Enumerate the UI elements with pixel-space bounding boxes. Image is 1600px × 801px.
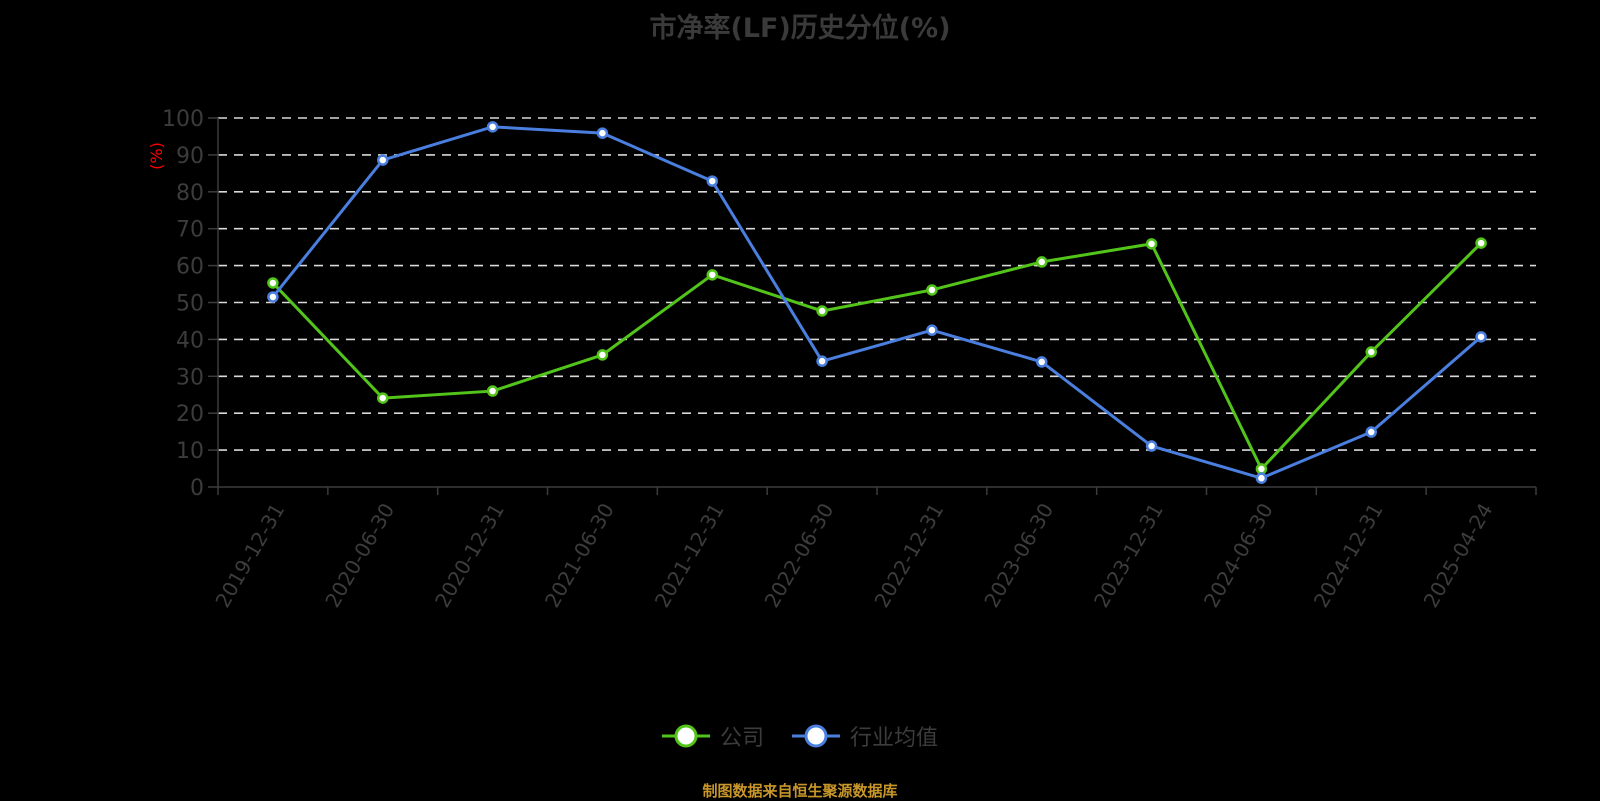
y-tick-label: 60 <box>176 255 204 280</box>
data-point[interactable] <box>926 324 938 336</box>
data-point[interactable] <box>1145 238 1158 250</box>
series-line <box>271 242 1483 471</box>
data-point[interactable] <box>1255 472 1268 484</box>
y-tick-label: 50 <box>176 292 204 317</box>
x-tick-label: 2019-12-31 <box>210 499 289 612</box>
data-point[interactable] <box>926 284 938 296</box>
gridlines <box>218 117 1536 451</box>
data-point[interactable] <box>596 349 609 361</box>
legend-item-industry-average[interactable]: 行业均值 <box>792 720 938 752</box>
data-point[interactable] <box>816 305 828 317</box>
data-point[interactable] <box>596 127 609 139</box>
data-point[interactable] <box>1365 426 1377 438</box>
data-point[interactable] <box>816 355 828 367</box>
data-point[interactable] <box>1145 440 1158 452</box>
legend-label-industry-average: 行业均值 <box>850 726 939 751</box>
y-tick-label: 100 <box>162 107 204 132</box>
data-point[interactable] <box>1475 237 1487 249</box>
series-lines <box>267 121 1487 484</box>
data-point[interactable] <box>377 392 389 404</box>
legend-item-company[interactable]: 公司 <box>661 720 764 752</box>
legend-marker-industry-icon <box>792 724 840 748</box>
data-point[interactable] <box>267 277 279 289</box>
series-line <box>271 125 1483 480</box>
x-tick-label: 2024-06-30 <box>1199 499 1278 612</box>
data-point[interactable] <box>267 291 279 303</box>
x-tick-label: 2023-06-30 <box>979 499 1058 612</box>
x-tick-label: 2020-12-31 <box>430 499 509 612</box>
x-tick-label: 2020-06-30 <box>320 499 399 612</box>
x-tick-label: 2022-06-30 <box>760 499 839 612</box>
y-tick-label: 0 <box>190 476 204 501</box>
y-tick-label: 20 <box>176 402 204 427</box>
x-axis: 2019-12-31 2020-06-30 2020-12-31 2021-06-30… <box>210 486 1537 612</box>
y-tick-label: 40 <box>176 328 204 353</box>
y-tick-label: 90 <box>176 144 204 169</box>
data-point[interactable] <box>1036 356 1048 368</box>
x-tick-label: 2024-12-31 <box>1309 499 1388 612</box>
data-point[interactable] <box>1036 256 1048 268</box>
legend-label-company: 公司 <box>719 726 764 751</box>
data-source-footer: 制图数据来自恒生聚源数据库 <box>702 782 898 800</box>
data-point[interactable] <box>1255 463 1268 475</box>
x-tick-label: 2021-12-31 <box>650 499 729 612</box>
y-tick-label: 70 <box>176 218 204 243</box>
y-axis-unit-label: (%) <box>147 142 166 170</box>
data-point[interactable] <box>706 175 718 187</box>
y-tick-label: 80 <box>176 181 204 206</box>
x-tick-label: 2021-06-30 <box>540 499 619 612</box>
legend-marker-company-icon <box>661 724 710 748</box>
data-point[interactable] <box>486 385 499 397</box>
x-tick-label: 2023-12-31 <box>1089 499 1168 612</box>
y-tick-label: 10 <box>176 439 204 464</box>
chart-title: 市净率(LF)历史分位(%) <box>649 13 951 44</box>
legend: 公司 行业均值 <box>0 720 1600 752</box>
data-point[interactable] <box>377 154 389 166</box>
y-axis: 0 10 20 30 40 50 60 70 80 90 100 <box>162 107 219 501</box>
data-point[interactable] <box>1475 331 1487 343</box>
x-tick-label: 2025-04-24 <box>1419 499 1498 612</box>
data-point[interactable] <box>486 121 499 133</box>
y-tick-label: 30 <box>176 365 204 390</box>
data-point[interactable] <box>1365 346 1377 358</box>
data-point[interactable] <box>706 269 718 281</box>
x-tick-label: 2022-12-31 <box>869 499 948 612</box>
